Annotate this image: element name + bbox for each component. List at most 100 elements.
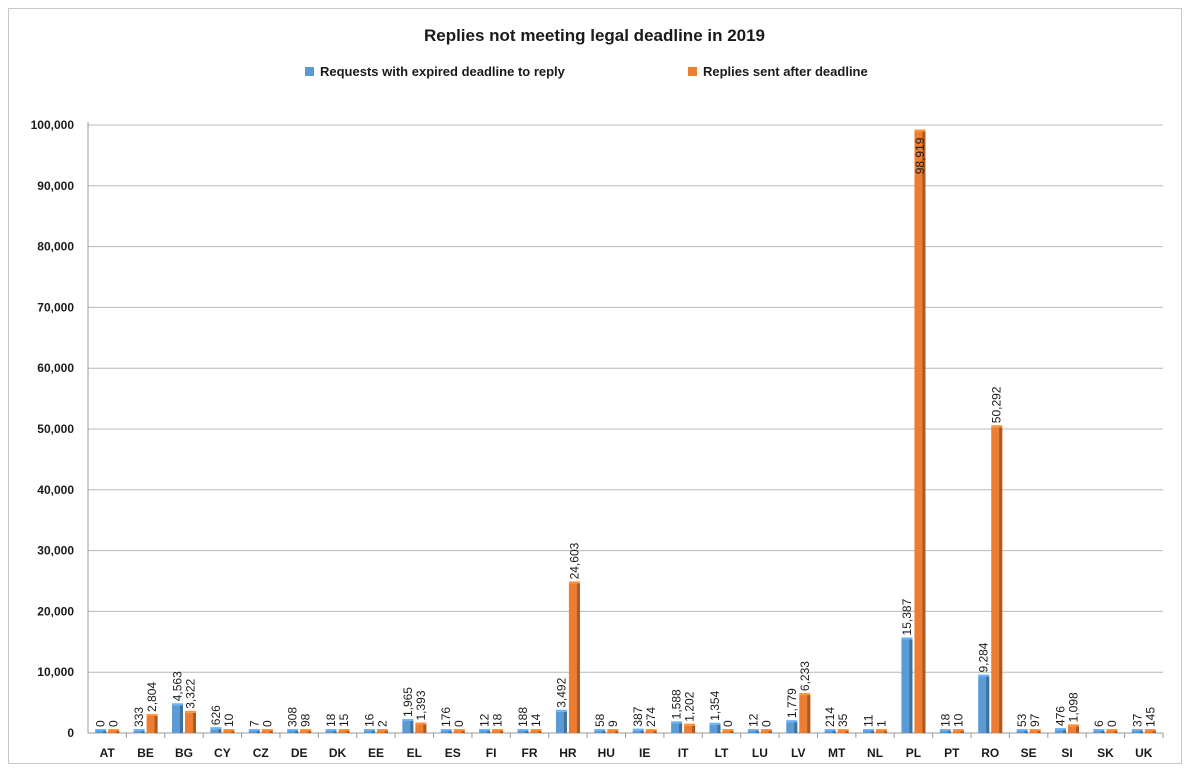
bar-top bbox=[952, 729, 964, 731]
data-label: 9,284 bbox=[977, 642, 991, 672]
data-label: 9 bbox=[606, 720, 620, 727]
y-tick-label: 10,000 bbox=[37, 665, 74, 679]
data-label: 12 bbox=[478, 713, 492, 727]
bar bbox=[684, 725, 696, 733]
bar-top bbox=[530, 729, 542, 731]
bar bbox=[1016, 731, 1028, 733]
bar-top bbox=[376, 729, 388, 731]
bar-top bbox=[991, 425, 1003, 428]
data-label: 1,965 bbox=[401, 687, 415, 717]
x-axis: AT BE BG CY CZ DE DK EE EL ES FI FR HR HU IE IT LT LU LV MT… bbox=[100, 746, 1153, 760]
bar-side bbox=[986, 676, 990, 733]
bar bbox=[1055, 730, 1067, 733]
bar-side bbox=[768, 731, 772, 733]
bar-side bbox=[730, 731, 734, 733]
bar-side bbox=[922, 131, 926, 733]
x-tick-label: SE bbox=[1021, 746, 1037, 760]
bar bbox=[799, 695, 811, 733]
bar-top bbox=[876, 729, 888, 731]
bar-top bbox=[786, 720, 798, 723]
y-tick-label: 20,000 bbox=[37, 604, 74, 618]
bar-top bbox=[171, 703, 183, 706]
bar bbox=[760, 731, 772, 733]
bar-top bbox=[645, 729, 657, 731]
x-tick-label: PT bbox=[944, 746, 960, 760]
x-tick-label: IT bbox=[678, 746, 689, 760]
data-label: 15 bbox=[337, 713, 351, 727]
bar-side bbox=[487, 731, 491, 733]
bar-side bbox=[947, 731, 951, 733]
bar-top bbox=[402, 719, 414, 722]
bar-side bbox=[717, 724, 721, 733]
bar bbox=[223, 731, 235, 733]
bar-side bbox=[461, 731, 465, 733]
bar-side bbox=[1076, 726, 1080, 733]
bar-top bbox=[837, 729, 849, 731]
bar-side bbox=[692, 725, 696, 733]
bar-top bbox=[824, 729, 836, 731]
chart-frame bbox=[8, 8, 1182, 764]
bar bbox=[287, 731, 299, 733]
bar-top bbox=[146, 713, 158, 716]
bar-top bbox=[210, 727, 222, 730]
data-label: 98 bbox=[299, 713, 313, 727]
y-tick-label: 50,000 bbox=[37, 422, 74, 436]
y-tick-label: 80,000 bbox=[37, 240, 74, 254]
bar-top bbox=[1106, 729, 1118, 731]
bar bbox=[863, 731, 875, 733]
bar-top bbox=[287, 729, 299, 731]
bar bbox=[210, 729, 222, 733]
bar-side bbox=[410, 721, 414, 733]
y-tick-label: 40,000 bbox=[37, 483, 74, 497]
bar-top bbox=[709, 722, 721, 725]
data-label: 18 bbox=[938, 713, 952, 727]
bar bbox=[184, 712, 196, 733]
bar bbox=[338, 731, 350, 733]
bar-top bbox=[607, 729, 619, 731]
bar bbox=[952, 731, 964, 733]
bar-side bbox=[308, 731, 312, 733]
bar-side bbox=[256, 731, 260, 733]
bar-side bbox=[909, 639, 913, 733]
data-label: 476 bbox=[1054, 706, 1068, 726]
bar-side bbox=[525, 731, 529, 733]
data-label: 333 bbox=[132, 707, 146, 727]
data-label: 15,387 bbox=[900, 598, 914, 635]
legend-item-requests: Requests with expired deadline to reply bbox=[305, 64, 565, 79]
x-tick-label: SK bbox=[1097, 746, 1114, 760]
bar-top bbox=[684, 723, 696, 726]
x-tick-label: BE bbox=[137, 746, 154, 760]
bar-side bbox=[602, 731, 606, 733]
data-label: 0 bbox=[759, 720, 773, 727]
y-tick-label: 100,000 bbox=[31, 118, 75, 132]
bar bbox=[914, 131, 926, 733]
x-tick-label: IE bbox=[639, 746, 650, 760]
bar bbox=[300, 731, 312, 733]
bar bbox=[747, 731, 759, 733]
bar-side bbox=[423, 724, 427, 733]
data-label: 0 bbox=[721, 720, 735, 727]
x-tick-label: HR bbox=[559, 746, 577, 760]
bar-top bbox=[1144, 729, 1156, 731]
x-tick-label: FI bbox=[486, 746, 497, 760]
bar-side bbox=[999, 427, 1003, 733]
bar bbox=[517, 731, 529, 733]
bar bbox=[594, 731, 606, 733]
bar bbox=[1144, 731, 1156, 733]
data-label: 24,603 bbox=[567, 542, 581, 579]
data-label: 274 bbox=[644, 707, 658, 727]
bar bbox=[325, 731, 337, 733]
data-label: 1,354 bbox=[708, 690, 722, 720]
bar bbox=[171, 705, 183, 733]
data-label: 0 bbox=[1105, 720, 1119, 727]
x-tick-label: DK bbox=[329, 746, 347, 760]
bar-side bbox=[1114, 731, 1118, 733]
data-label: 53 bbox=[1015, 713, 1029, 727]
bar-top bbox=[1055, 728, 1067, 731]
data-label: 1,779 bbox=[785, 688, 799, 718]
bar bbox=[671, 723, 683, 733]
bar bbox=[607, 731, 619, 733]
bar-side bbox=[960, 731, 964, 733]
bar-top bbox=[248, 729, 260, 731]
